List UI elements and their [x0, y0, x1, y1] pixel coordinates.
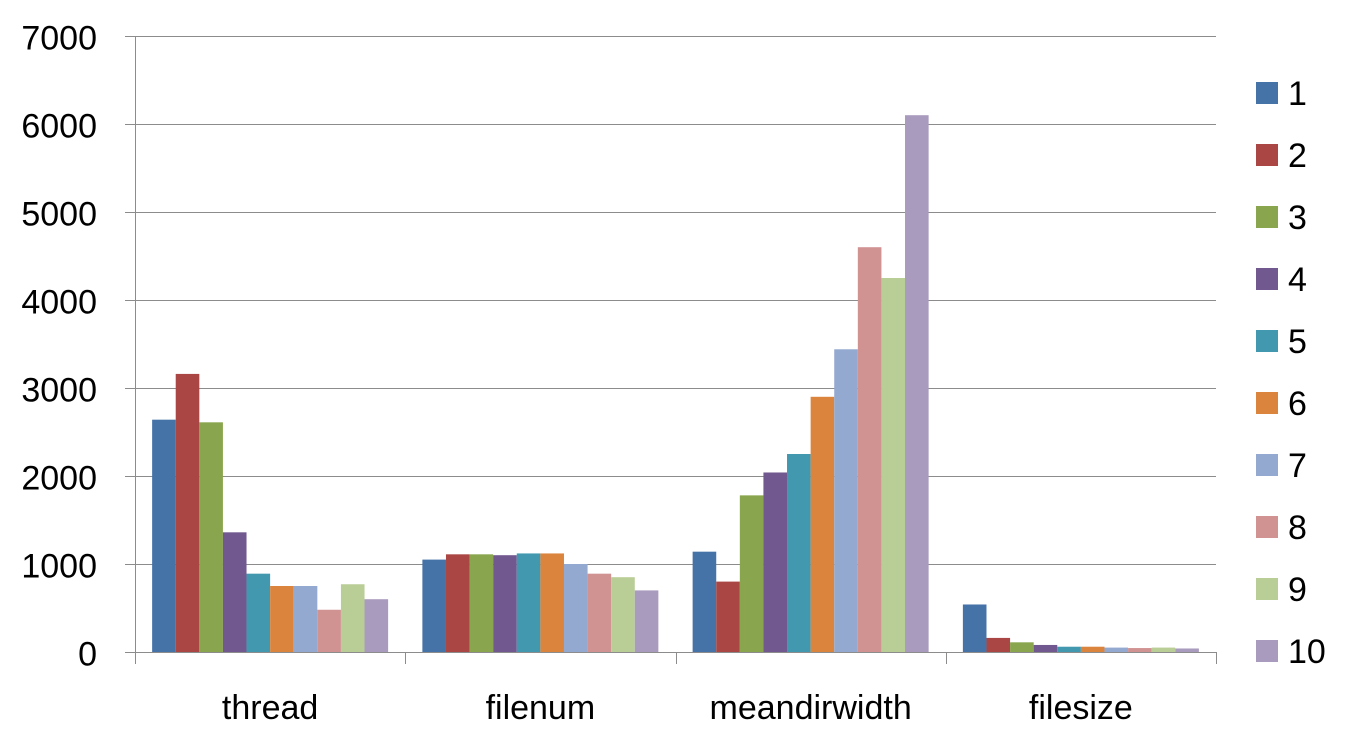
y-axis-tick-labels: 0 1000 2000 3000 4000 5000 6000 7000 — [21, 20, 97, 674]
legend-swatch — [1256, 454, 1278, 476]
legend-swatch — [1256, 268, 1278, 290]
legend-swatch — [1256, 516, 1278, 538]
bar-thread-series-1 — [152, 419, 176, 652]
bar-filesize-series-10 — [1175, 648, 1199, 652]
bars — [152, 115, 1199, 652]
x-category-label-filesize: filesize — [1029, 689, 1133, 727]
legend-swatch — [1256, 392, 1278, 414]
x-axis-category-labels: thread filenum meandirwidth filesize — [222, 689, 1133, 727]
x-category-label-meandirwidth: meandirwidth — [710, 689, 912, 727]
legend-label: 9 — [1288, 571, 1307, 609]
y-tick-label: 1000 — [21, 548, 97, 586]
bar-thread-series-9 — [340, 584, 365, 652]
bar-meandirwidth-series-7 — [834, 349, 858, 652]
legend-label: 4 — [1288, 261, 1307, 299]
bar-filesize-series-8 — [1128, 648, 1152, 652]
bar-filenum-series-6 — [540, 553, 564, 652]
bar-thread-series-4 — [222, 532, 247, 652]
x-category-label-thread: thread — [222, 689, 318, 727]
bar-meandirwidth-series-8 — [857, 247, 882, 652]
legend-label: 5 — [1288, 323, 1307, 361]
legend-entry-10: 10 — [1256, 633, 1326, 671]
legend-entry-3: 3 — [1256, 199, 1307, 237]
bar-filesize-series-3 — [1010, 642, 1034, 652]
bar-filenum-series-7 — [563, 564, 588, 652]
bar-filesize-series-6 — [1080, 646, 1105, 652]
bar-filenum-series-1 — [422, 559, 446, 652]
legend-entry-8: 8 — [1256, 509, 1307, 547]
legend-label: 6 — [1288, 385, 1307, 423]
y-tick-label: 4000 — [21, 284, 97, 322]
legend-swatch — [1256, 206, 1278, 228]
bar-filesize-series-4 — [1033, 644, 1058, 652]
legend-swatch — [1256, 82, 1278, 104]
legend-label: 1 — [1288, 75, 1307, 113]
legend-entry-4: 4 — [1256, 261, 1307, 299]
bar-meandirwidth-series-4 — [763, 472, 788, 652]
bar-meandirwidth-series-10 — [905, 115, 929, 652]
legend-entry-2: 2 — [1256, 137, 1307, 175]
bar-meandirwidth-series-3 — [739, 495, 764, 652]
bar-filenum-series-2 — [445, 554, 470, 652]
bar-filenum-series-10 — [634, 590, 659, 652]
bar-filesize-series-1 — [962, 604, 987, 652]
bar-thread-series-6 — [270, 586, 294, 652]
bar-thread-series-5 — [246, 573, 271, 652]
legend-entry-7: 7 — [1256, 447, 1307, 485]
axes — [125, 36, 1217, 664]
legend-label: 7 — [1288, 447, 1307, 485]
y-tick-label: 2000 — [21, 460, 97, 498]
bar-meandirwidth-series-1 — [692, 551, 717, 652]
bar-meandirwidth-series-6 — [810, 396, 835, 652]
bar-filesize-series-5 — [1057, 646, 1081, 652]
bar-thread-series-3 — [199, 422, 223, 652]
legend-swatch — [1256, 330, 1278, 352]
y-tick-label: 6000 — [21, 108, 97, 146]
bar-filenum-series-5 — [516, 553, 541, 652]
legend-label: 2 — [1288, 137, 1307, 175]
bar-thread-series-7 — [293, 586, 318, 652]
bar-meandirwidth-series-9 — [881, 278, 906, 652]
bar-thread-series-10 — [364, 599, 389, 652]
y-tick-label: 0 — [78, 636, 97, 674]
bar-filenum-series-4 — [493, 555, 517, 652]
legend-entry-9: 9 — [1256, 571, 1307, 609]
bar-filesize-series-9 — [1151, 647, 1176, 652]
y-tick-label: 7000 — [21, 20, 97, 58]
legend-entry-6: 6 — [1256, 385, 1307, 423]
legend-entry-5: 5 — [1256, 323, 1307, 361]
y-tick-label: 5000 — [21, 196, 97, 234]
bar-thread-series-2 — [175, 373, 200, 652]
legend-label: 10 — [1288, 633, 1326, 671]
bar-thread-series-8 — [317, 609, 341, 652]
legend-entry-1: 1 — [1256, 75, 1307, 113]
legend-swatch — [1256, 578, 1278, 600]
legend-label: 8 — [1288, 509, 1307, 547]
y-tick-label: 3000 — [21, 372, 97, 410]
bar-filenum-series-3 — [469, 554, 494, 652]
legend-swatch — [1256, 640, 1278, 662]
bar-meandirwidth-series-2 — [716, 581, 740, 652]
bar-filesize-series-7 — [1104, 647, 1129, 652]
x-category-label-filenum: filenum — [486, 689, 596, 727]
bar-filenum-series-8 — [587, 573, 612, 652]
bar-filesize-series-2 — [986, 637, 1011, 652]
bar-filenum-series-9 — [611, 577, 635, 652]
bar-meandirwidth-series-5 — [787, 454, 811, 652]
legend: 1 2 3 4 5 6 7 8 9 10 — [1256, 75, 1326, 671]
legend-label: 3 — [1288, 199, 1307, 237]
legend-swatch — [1256, 144, 1278, 166]
grid-lines — [135, 36, 1216, 565]
